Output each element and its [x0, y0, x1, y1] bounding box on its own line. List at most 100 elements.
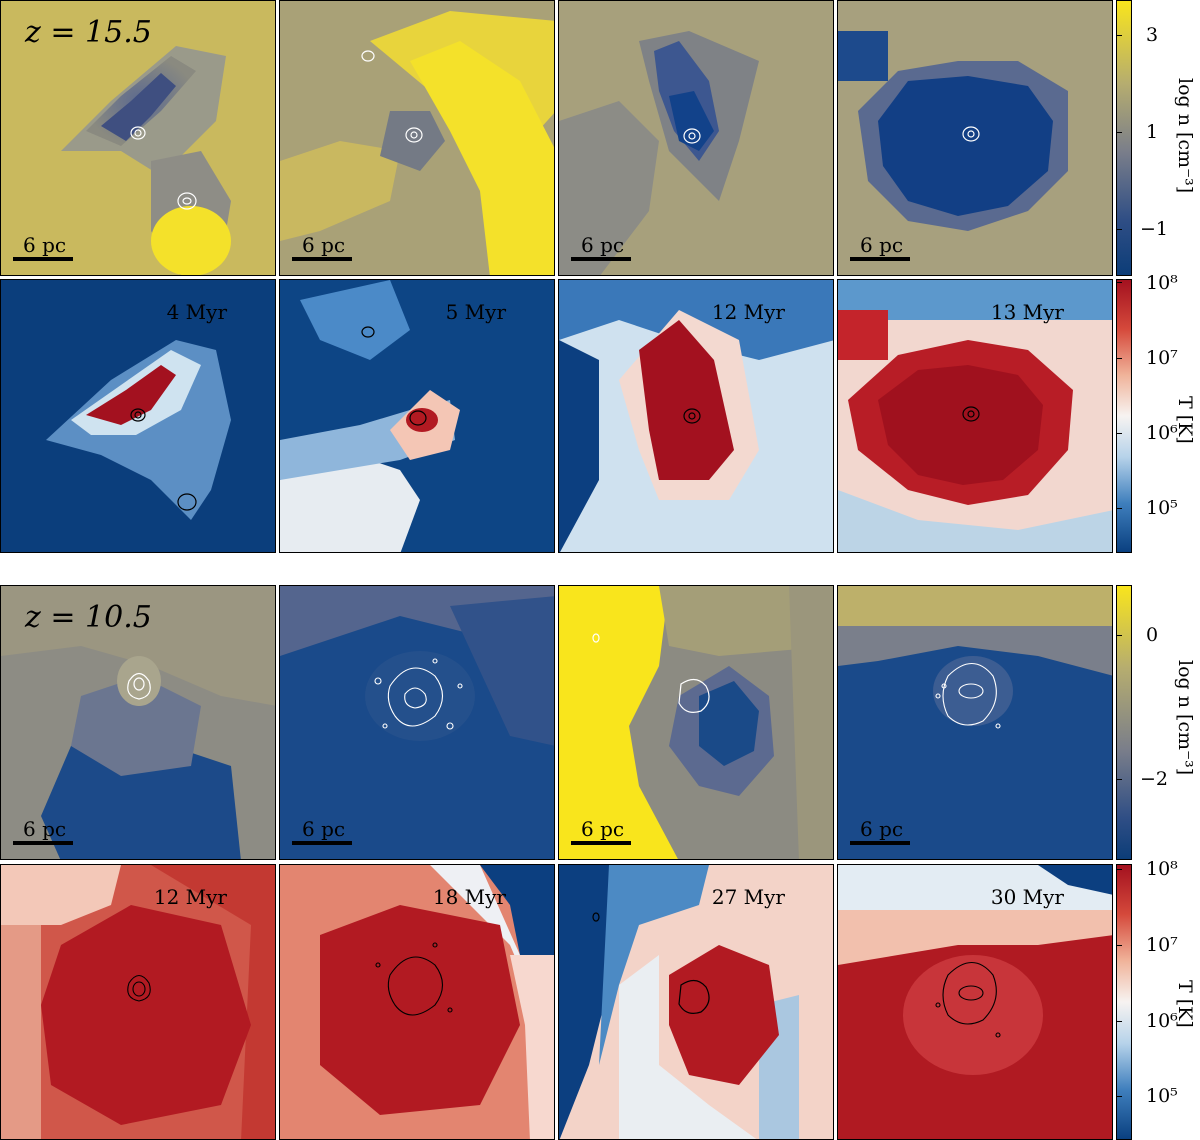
- colorbar-tick: [1116, 635, 1122, 637]
- density-panel-1-2: 6 pc: [279, 0, 555, 276]
- temperature-panel-1-1: 4 Myr: [0, 279, 276, 553]
- age-label: 13 Myr: [990, 300, 1064, 324]
- scale-bar-label: 6 pc: [860, 817, 904, 841]
- density-map: [1, 586, 275, 859]
- scale-bar: 6 pc: [850, 233, 910, 261]
- temperature-colorbar: [1116, 279, 1132, 553]
- scale-bar-line: [292, 257, 352, 261]
- colorbar-tick-label: 10⁵: [1146, 1085, 1178, 1107]
- colorbar-tick-label: 3: [1146, 24, 1159, 46]
- temperature-panel-1-4: 13 Myr: [837, 279, 1113, 553]
- density-panel-1-1: z = 15.5 6 pc: [0, 0, 276, 276]
- colorbar-tick: [1116, 282, 1122, 284]
- scale-bar: 6 pc: [13, 233, 73, 261]
- temperature-map: [559, 280, 833, 552]
- scale-bar-label: 6 pc: [23, 817, 67, 841]
- scale-bar: 6 pc: [571, 233, 631, 261]
- colorbar-tick-label: −1: [1140, 218, 1169, 240]
- temperature-panel-1-3: 12 Myr: [558, 279, 834, 553]
- colorbar-tick-label: −2: [1140, 768, 1169, 790]
- scale-bar-label: 6 pc: [302, 233, 346, 257]
- density-panel-2-4: 6 pc: [837, 585, 1113, 860]
- temperature-map: [559, 865, 833, 1139]
- scale-bar-label: 6 pc: [860, 233, 904, 257]
- scale-bar: 6 pc: [850, 817, 910, 845]
- density-panel-2-2: 6 pc: [279, 585, 555, 860]
- age-label: 12 Myr: [711, 300, 785, 324]
- scale-bar-label: 6 pc: [302, 817, 346, 841]
- age-label: 18 Myr: [432, 885, 506, 909]
- temperature-panel-1-2: 5 Myr: [279, 279, 555, 553]
- scale-bar-line: [850, 257, 910, 261]
- density-map: [838, 1, 1112, 275]
- scale-bar: 6 pc: [292, 233, 352, 261]
- colorbar-tick: [1116, 508, 1122, 510]
- temperature-panel-2-3: 27 Myr: [558, 864, 834, 1140]
- temperature-colorbar: [1116, 864, 1132, 1140]
- scale-bar: 6 pc: [571, 817, 631, 845]
- colorbar-tick-label: 10⁸: [1146, 272, 1178, 294]
- colorbar-tick-label: 10⁶: [1146, 1010, 1178, 1032]
- scale-bar-label: 6 pc: [581, 817, 625, 841]
- redshift-label: z = 10.5: [25, 600, 152, 635]
- colorbar-tick: [1116, 1021, 1122, 1023]
- density-panel-2-1: z = 10.5 6 pc: [0, 585, 276, 860]
- age-label: 27 Myr: [711, 885, 785, 909]
- colorbar-tick: [1116, 229, 1122, 231]
- colorbar-tick: [1116, 433, 1122, 435]
- colorbar-label: log n [cm⁻³]: [1174, 78, 1196, 194]
- temperature-panel-2-4: 30 Myr: [837, 864, 1113, 1140]
- density-map: [559, 586, 833, 859]
- density-map: [838, 586, 1112, 859]
- colorbar-label: T [K]: [1174, 980, 1196, 1028]
- scale-bar-line: [850, 841, 910, 845]
- age-label: 4 Myr: [166, 300, 227, 324]
- colorbar-tick-label: 1: [1146, 121, 1159, 143]
- scale-bar-line: [571, 257, 631, 261]
- scale-bar-label: 6 pc: [23, 233, 67, 257]
- temperature-map: [1, 865, 275, 1139]
- temperature-panel-2-1: 12 Myr: [0, 864, 276, 1140]
- temperature-map: [1, 280, 275, 552]
- scale-bar-label: 6 pc: [581, 233, 625, 257]
- colorbar-tick-label: 0: [1146, 624, 1159, 646]
- colorbar-label: T [K]: [1174, 396, 1196, 444]
- colorbar-tick: [1116, 35, 1122, 37]
- density-panel-1-3: 6 pc: [558, 0, 834, 276]
- density-panel-2-3: 6 pc: [558, 585, 834, 860]
- colorbar-tick: [1116, 779, 1122, 781]
- scale-bar-line: [571, 841, 631, 845]
- density-map: [1, 1, 275, 275]
- colorbar-label: log n [cm⁻³]: [1174, 660, 1196, 776]
- density-panel-1-4: 6 pc: [837, 0, 1113, 276]
- scale-bar-line: [13, 841, 73, 845]
- colorbar-tick-label: 10⁷: [1146, 347, 1178, 369]
- temperature-map: [280, 865, 554, 1139]
- redshift-label: z = 15.5: [25, 15, 152, 50]
- colorbar-tick-label: 10⁷: [1146, 934, 1178, 956]
- scale-bar-line: [292, 841, 352, 845]
- density-map: [280, 586, 554, 859]
- colorbar-tick-label: 10⁵: [1146, 497, 1178, 519]
- colorbar-tick-label: 10⁸: [1146, 858, 1178, 880]
- scale-bar: 6 pc: [292, 817, 352, 845]
- density-map: [559, 1, 833, 275]
- colorbar-tick: [1116, 945, 1122, 947]
- colorbar-tick: [1116, 869, 1122, 871]
- temperature-map: [280, 280, 554, 552]
- density-colorbar: [1116, 0, 1132, 276]
- age-label: 5 Myr: [445, 300, 506, 324]
- colorbar-tick-label: 10⁶: [1146, 422, 1178, 444]
- scale-bar: 6 pc: [13, 817, 73, 845]
- colorbar-tick: [1116, 132, 1122, 134]
- temperature-panel-2-2: 18 Myr: [279, 864, 555, 1140]
- density-map: [280, 1, 554, 275]
- age-label: 30 Myr: [990, 885, 1064, 909]
- temperature-map: [838, 280, 1112, 552]
- colorbar-tick: [1116, 1096, 1122, 1098]
- density-colorbar: [1116, 585, 1132, 860]
- scale-bar-line: [13, 257, 73, 261]
- colorbar-tick: [1116, 358, 1122, 360]
- temperature-map: [838, 865, 1112, 1139]
- age-label: 12 Myr: [153, 885, 227, 909]
